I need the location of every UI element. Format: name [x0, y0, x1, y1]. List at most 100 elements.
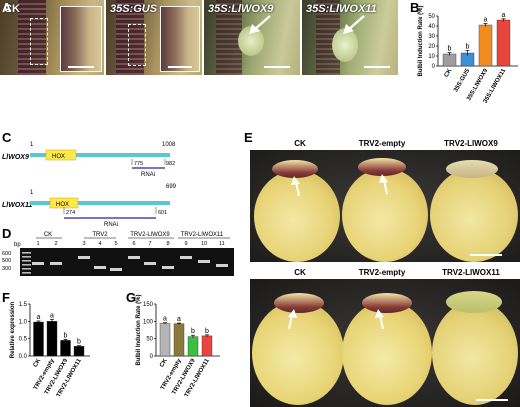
gene1-end: 1008	[162, 142, 176, 148]
category-label: CK	[33, 357, 43, 368]
panel-a-image-gus	[106, 0, 202, 75]
panel-label: B	[410, 0, 420, 15]
gel-bp-label: bp	[14, 242, 21, 248]
panel-e-bottom-label: TRV2-LlWOX11	[442, 268, 500, 277]
gel-lane-number: 7	[148, 241, 151, 247]
panel-a-image-label: 35S:GUS	[110, 3, 158, 15]
category-label: 35S:GUS	[453, 68, 471, 93]
y-tick-label: 0.5	[19, 337, 28, 343]
scale-bar	[364, 66, 390, 68]
panel-a-image-label: CK	[4, 3, 20, 15]
y-tick-label: 10	[428, 54, 435, 60]
arrow-icon	[288, 309, 297, 330]
gene1-hox-domain	[45, 149, 77, 161]
y-tick-label: 50	[146, 337, 153, 343]
gel-ladder-band	[22, 256, 31, 258]
y-tick-label: 30	[428, 34, 435, 40]
significance-letter: a	[177, 316, 181, 323]
y-tick-label: 1.0	[19, 319, 28, 325]
y-tick-label: 50	[428, 14, 435, 20]
panel-e-bottom-photo	[250, 279, 520, 407]
gene1-rnai-label: RNAi	[141, 172, 155, 178]
gel-band	[216, 264, 228, 267]
panel-label: A	[2, 0, 12, 15]
y-tick-label: 1.5	[19, 302, 28, 308]
significance-letter: b	[466, 44, 470, 51]
y-axis-label: Bulbil Induction Rate (%)	[418, 6, 424, 77]
bar	[496, 19, 511, 67]
gel-ladder-band	[22, 272, 31, 274]
gel-group-wox9: TRV2-LlWOX9	[130, 232, 170, 238]
bar	[173, 323, 185, 357]
bar	[73, 346, 85, 357]
gel-lane-number: 2	[54, 241, 57, 247]
gel-band	[78, 256, 90, 259]
scale-bar	[68, 66, 94, 68]
gene2-bar	[30, 201, 170, 205]
category-label: CK	[159, 357, 169, 368]
gel-ladder-600: 600	[2, 251, 11, 257]
y-axis-label: Bulbil Induction Rate (%)	[136, 295, 142, 366]
panel-e-top-label: CK	[294, 139, 306, 148]
bar	[442, 53, 457, 67]
panel-a-image-ck	[0, 0, 104, 75]
gel-band	[128, 256, 140, 259]
significance-letter: b	[77, 339, 81, 346]
gel-lane-number: 6	[132, 241, 135, 247]
gel-lane-number: 1	[36, 241, 39, 247]
gene2-domain-label: HOX	[56, 202, 69, 208]
gene2-rnai-start: 274	[66, 210, 75, 216]
arrow-icon	[291, 176, 300, 197]
gel-lane-number: 10	[201, 241, 207, 247]
panel-a-image-wox11	[302, 0, 398, 75]
bar	[60, 340, 71, 357]
zoom-region-box	[128, 24, 146, 66]
y-tick-label: 0	[150, 354, 154, 360]
panel-e-bottom-label: TRV2-empty	[358, 268, 406, 277]
significance-letter: b	[191, 328, 195, 335]
gel-band	[94, 266, 106, 269]
scale-bar	[264, 66, 290, 68]
gene2-start: 1	[30, 190, 34, 196]
significance-letter: a	[163, 316, 167, 323]
y-tick-label: 0	[432, 64, 436, 70]
y-tick-label: 20	[428, 44, 435, 50]
scale-bar	[476, 399, 508, 401]
y-axis-label: Relative expression	[10, 301, 16, 358]
gene2-name: LlWOX11	[2, 202, 32, 209]
gene-structure-diagram: 1 1008 LlWOX9 HOX 775 982 RNAi 1 699 LlW…	[2, 142, 177, 228]
panel-label: E	[244, 130, 253, 145]
scale-bar	[168, 66, 192, 68]
significance-letter: a	[502, 12, 506, 19]
gel-band	[32, 262, 44, 265]
gel-group-trv2: TRV2	[92, 232, 108, 238]
panel-a-image-label: 35S:LlWOX11	[306, 3, 377, 15]
gel-band	[110, 268, 122, 271]
gene2-rnai-label: RNAi	[104, 222, 118, 228]
y-tick-label: 100	[143, 319, 154, 325]
gene1-domain-label: HOX	[52, 154, 65, 160]
bar	[33, 321, 44, 357]
gene1-rnai-end: 982	[166, 161, 175, 167]
panel-e-top-label: TRV2-empty	[358, 139, 406, 148]
gel-lane-number: 4	[98, 241, 101, 247]
zoom-inset	[60, 6, 102, 72]
gene1-start: 1	[30, 142, 34, 148]
panel-label: D	[2, 226, 12, 241]
gene2-rnai-end: 601	[158, 210, 167, 216]
bar	[201, 335, 213, 357]
y-tick-label: 40	[428, 24, 435, 30]
gel-ladder-band	[22, 268, 31, 270]
gel-ladder-band	[22, 260, 31, 262]
panel-label: C	[2, 130, 12, 145]
gel-group-ck: CK	[44, 232, 52, 238]
zoom-region-box	[30, 18, 48, 65]
y-tick-label: 0.0	[19, 354, 28, 360]
gel-ladder-300: 300	[2, 266, 11, 272]
gel-band	[144, 262, 156, 265]
gel-lane-number: 5	[114, 241, 117, 247]
panel-e-bottom-label: CK	[294, 268, 306, 277]
arrow-icon	[375, 309, 384, 330]
